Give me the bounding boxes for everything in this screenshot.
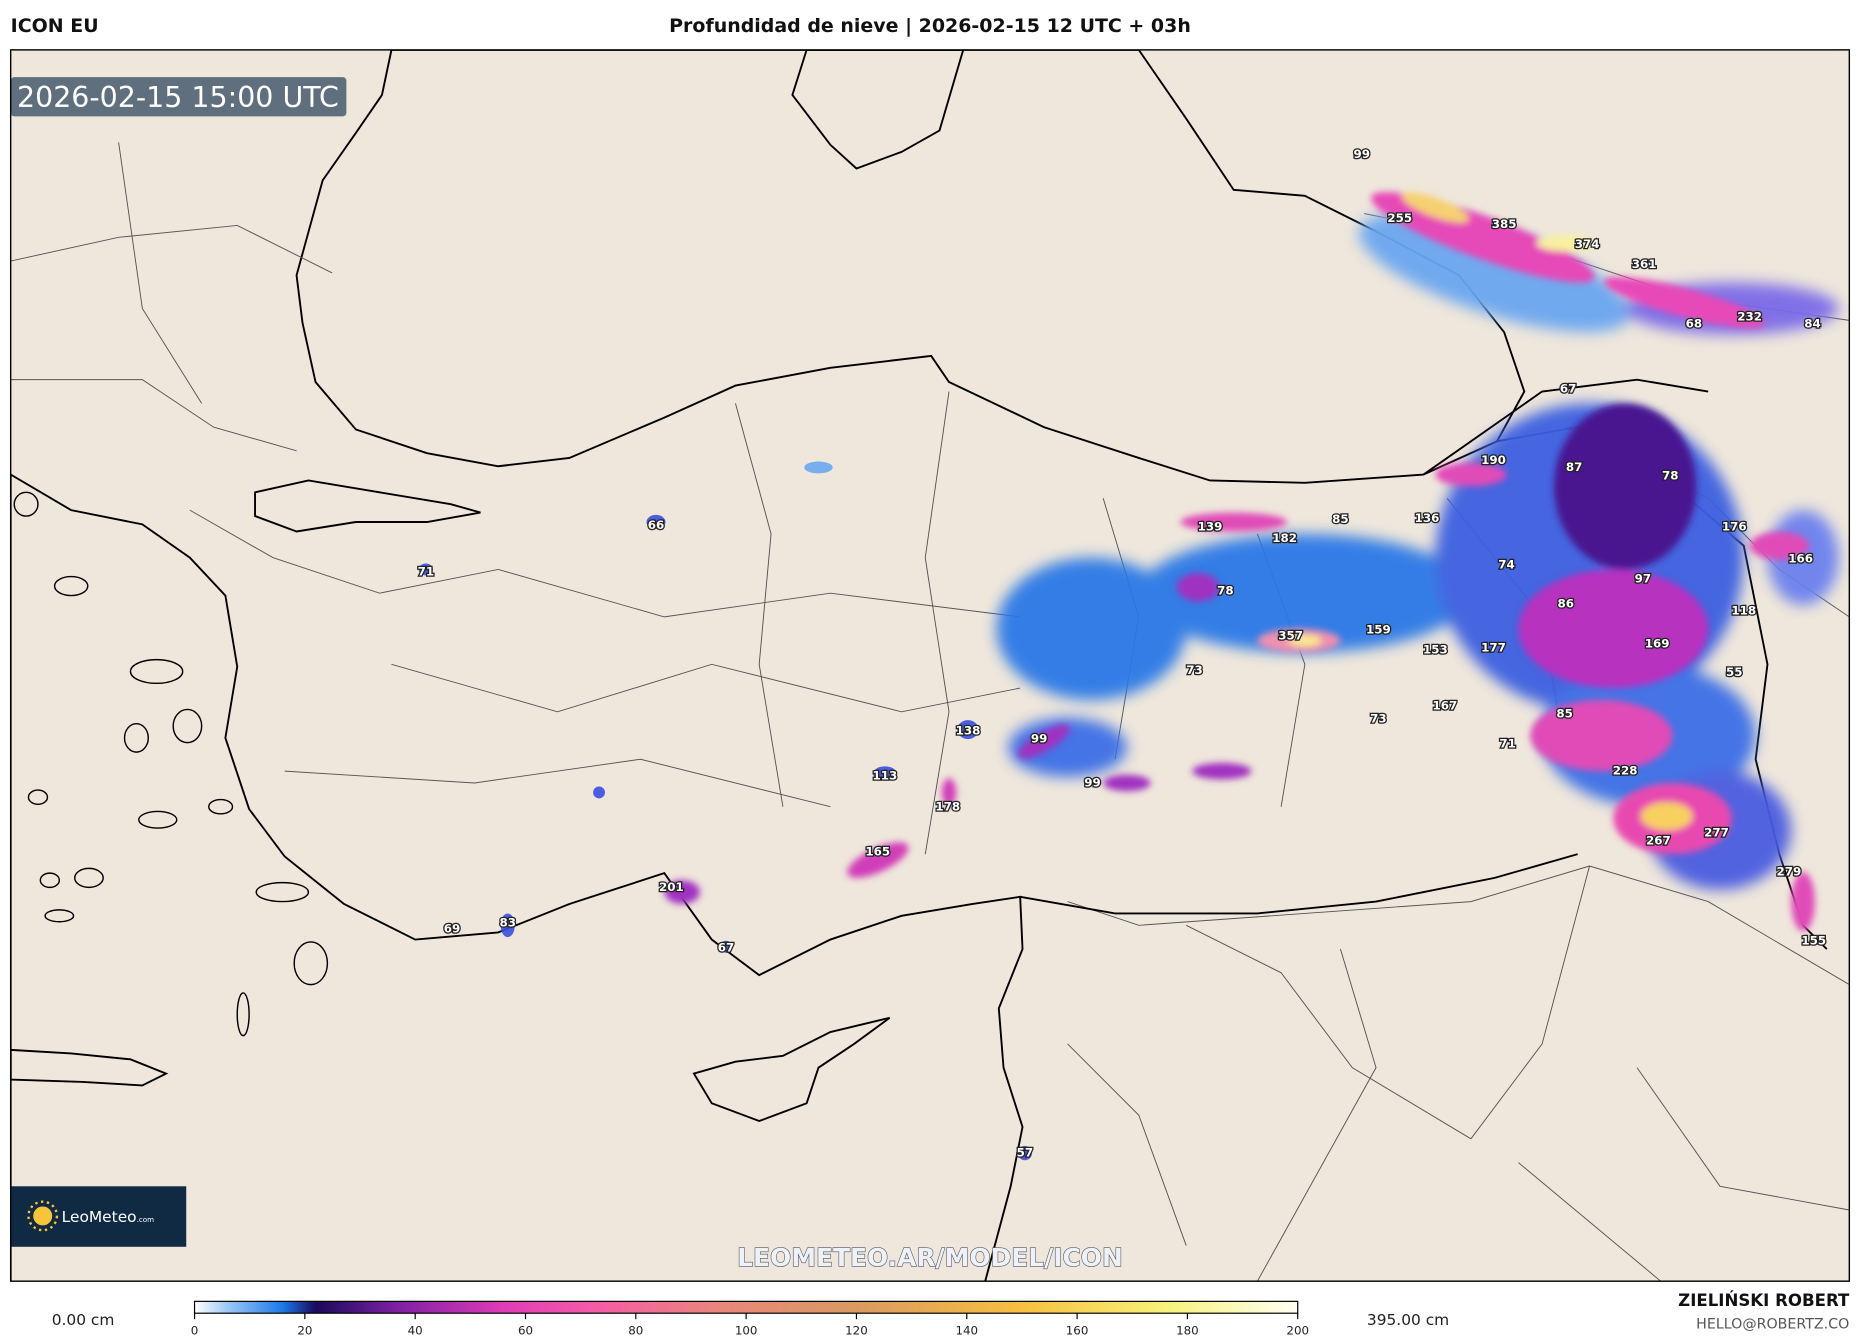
colorbar-tick-label: 200 — [1286, 1324, 1309, 1337]
snow-depth-label: 255 — [1387, 211, 1412, 225]
snow-depth-label: 71 — [1499, 736, 1516, 750]
snow-depth-label: 159 — [1366, 623, 1391, 637]
watermark: LEOMETEO.AR/MODEL/ICON — [737, 1243, 1123, 1272]
crete — [10, 1048, 169, 1087]
snow-depth-label: 99 — [1031, 732, 1048, 746]
colorbar-tick-label: 80 — [628, 1324, 643, 1337]
leometeo-logo[interactable]: LeoMeteo.com — [10, 1186, 187, 1247]
snow-depth-label: 87 — [1566, 460, 1583, 474]
snow-depth-label: 85 — [1556, 707, 1573, 721]
snow-field — [418, 192, 1839, 1161]
snow-depth-label: 57 — [1017, 1146, 1034, 1160]
model-name: ICON EU — [11, 15, 99, 37]
snow-depth-label: 66 — [648, 518, 665, 532]
marmara-sea — [254, 479, 481, 533]
snow-depth-label: 67 — [718, 940, 735, 954]
snow-depth-label: 155 — [1801, 933, 1826, 947]
legend-min: 0.00 cm — [52, 1311, 115, 1329]
colorbar-tick-label: 140 — [955, 1324, 978, 1337]
snow-depth-label: 385 — [1492, 217, 1517, 231]
author-email[interactable]: HELLO@ROBERTZ.CO — [1696, 1317, 1849, 1333]
colorbar-tick-label: 180 — [1176, 1324, 1199, 1337]
map-area[interactable]: 99 255 385 374 361 68 232 84 67 190 87 78 139 85 136 18… — [10, 49, 1850, 1284]
colorbar-tick-label: 20 — [297, 1324, 312, 1337]
logo-suffix: .com — [137, 1215, 155, 1224]
snow-depth-label: 84 — [1804, 316, 1821, 330]
snow-depth-label: 267 — [1646, 834, 1671, 848]
svg-text:LeoMeteo.com: LeoMeteo.com — [62, 1208, 154, 1226]
snow-depth-label: 78 — [1662, 468, 1679, 482]
snow-depth-label: 99 — [1354, 147, 1371, 161]
colorbar-tick-label: 40 — [408, 1324, 423, 1337]
snow-depth-label: 99 — [1084, 776, 1101, 790]
snow-depth-label: 279 — [1776, 864, 1801, 878]
snow-depth-label: 182 — [1272, 531, 1297, 545]
snow-depth-label: 118 — [1731, 604, 1756, 618]
snow-depth-label: 167 — [1432, 698, 1457, 712]
snow-depth-label: 153 — [1423, 643, 1448, 657]
snow-depth-label: 361 — [1632, 257, 1657, 271]
snow-depth-label: 113 — [873, 768, 898, 782]
logo-text: LeoMeteo — [62, 1208, 137, 1226]
colorbar — [193, 1300, 1299, 1314]
colorbar-tick-label: 60 — [518, 1324, 533, 1337]
legend-max: 395.00 cm — [1367, 1311, 1449, 1329]
snow-depth-label: 55 — [1726, 665, 1743, 679]
snow-depth-label: 68 — [1686, 316, 1703, 330]
snow-depth-label: 71 — [418, 564, 435, 578]
colorbar-tick-label: 120 — [845, 1324, 868, 1337]
snow-depth-label: 277 — [1704, 825, 1729, 839]
aegean-islands — [13, 491, 329, 1037]
colorbar-legend: 0.00 cm 0 20 40 60 80 100 120 140 160 180 200 395.… — [52, 1300, 1449, 1337]
snow-depth-label: 228 — [1613, 764, 1638, 778]
snow-depth-label: 357 — [1278, 628, 1303, 642]
snow-depth-label: 166 — [1788, 551, 1813, 565]
snow-depth-label: 138 — [956, 723, 981, 737]
snow-depth-label: 73 — [1370, 711, 1387, 725]
snow-depth-label: 73 — [1186, 663, 1203, 677]
colorbar-tick-label: 100 — [735, 1324, 758, 1337]
snow-depth-label: 67 — [1560, 382, 1577, 396]
snow-depth-label: 74 — [1498, 557, 1515, 571]
snow-depth-label: 69 — [444, 921, 461, 935]
snow-depth-label: 190 — [1481, 453, 1506, 467]
snow-depth-label: 232 — [1737, 309, 1762, 323]
sun-icon — [33, 1206, 53, 1226]
map-title: Profundidad de nieve | 2026-02-15 12 UTC… — [669, 15, 1191, 37]
snow-depth-labels: 99 255 385 374 361 68 232 84 67 190 87 78 139 85 136 18… — [416, 146, 1827, 1161]
valid-time-badge: 2026-02-15 15:00 UTC — [10, 77, 347, 117]
colorbar-tick-label: 0 — [191, 1324, 199, 1337]
snow-depth-label: 83 — [499, 916, 516, 930]
author-name: ZIELIŃSKI ROBERT — [1678, 1291, 1850, 1310]
snow-depth-label: 85 — [1332, 512, 1349, 526]
snow-depth-label: 169 — [1645, 637, 1670, 651]
snow-depth-label: 165 — [865, 844, 890, 858]
map-frame — [9, 49, 1851, 1282]
snow-depth-label: 374 — [1575, 237, 1600, 251]
snow-depth-label: 178 — [935, 799, 960, 813]
snow-depth-label: 136 — [1415, 511, 1440, 525]
crimea — [791, 49, 965, 170]
colorbar-tick-label: 160 — [1066, 1324, 1089, 1337]
snow-depth-label: 139 — [1198, 519, 1223, 533]
snow-depth-label: 97 — [1635, 571, 1652, 585]
snow-depth-label: 177 — [1481, 640, 1506, 654]
cyprus — [692, 1016, 891, 1123]
mediterranean-sea — [10, 473, 1024, 1282]
snow-depth-label: 86 — [1558, 596, 1575, 610]
snow-depth-label: 201 — [659, 880, 684, 894]
snow-depth-label: 176 — [1722, 519, 1747, 533]
valid-time: 2026-02-15 15:00 UTC — [17, 81, 339, 114]
snow-depth-label: 78 — [1217, 583, 1234, 597]
